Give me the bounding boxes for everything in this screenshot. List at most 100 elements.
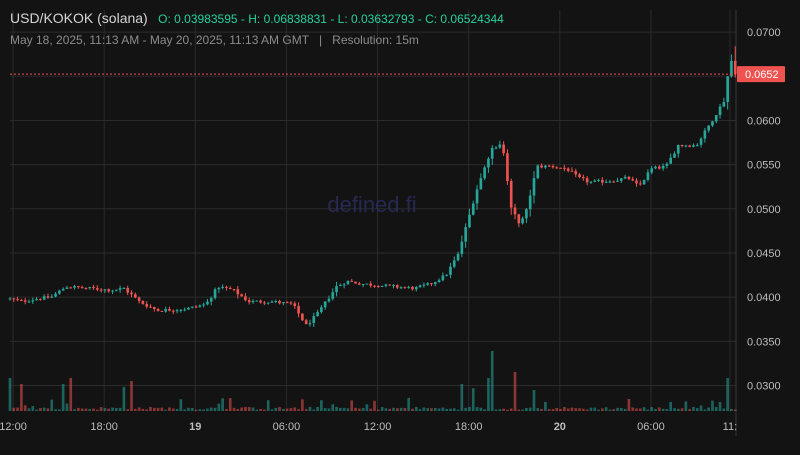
volume-bar [213,407,217,411]
volume-bar [84,408,88,411]
candle-body [308,323,312,325]
volume-bar [711,400,714,411]
volume-bar [126,409,130,411]
candle-body [301,313,304,321]
volume-bar [714,407,718,411]
candle-body [502,144,505,154]
candle-body [213,289,217,299]
candle-body [426,283,430,285]
candle-body [39,299,42,301]
candle-body [141,300,145,304]
volume-bar [274,407,278,411]
volume-bar [99,407,103,411]
volume-bar [122,387,126,411]
candle-body [187,307,190,310]
candle-body [152,307,156,310]
candle-body [221,286,224,288]
candle-body [225,286,228,288]
candle-body [266,302,270,304]
volume-bar [190,407,194,411]
candle-body [585,178,589,183]
price-tag-label: 0.0652 [745,69,779,81]
candle-body [183,309,186,311]
candle-body [559,167,562,169]
volume-bar [733,409,737,411]
volume-bar [631,407,635,411]
candle-body [149,306,152,308]
candle-body [570,170,574,172]
volume-bar [623,408,627,411]
candle-body [65,287,69,289]
candle-body [77,286,80,288]
candle-body [350,280,354,282]
volume-bar [312,409,316,411]
candle-body [608,181,612,183]
candle-body [646,172,650,180]
resolution: Resolution: 15m [332,33,419,47]
volume-bar [490,351,494,411]
volume-bar [608,409,612,411]
volume-bar [597,409,600,411]
volume-bar [449,408,452,411]
candle-body [16,299,19,301]
candle-body [688,145,691,147]
candle-body [445,274,448,276]
volume-bar [58,409,61,411]
chart-header: USD/KOKOK (solana) O: 0.03983595 - H: 0.… [10,10,504,28]
x-tick-label: 18:00 [90,421,118,433]
candle-body [236,289,240,295]
volume-bar [304,409,308,411]
volume-bar [403,408,407,411]
volume-bar [92,408,95,411]
candle-body [483,167,486,179]
candle-body [297,306,300,314]
volume-bar [430,408,433,411]
volume-bars [8,351,737,411]
volume-bar [278,406,281,411]
volume-bar [657,407,661,411]
candle-body [635,180,638,184]
volume-bar [418,409,422,411]
volume-bar [251,407,255,411]
candle-body [369,283,373,286]
candle-body [384,284,388,286]
candle-body [164,308,168,312]
candle-body [422,284,426,286]
candle-body [228,287,232,290]
volume-bar [703,409,707,411]
candle-body [433,282,437,285]
candle-body [327,298,331,302]
candle-body [388,284,392,286]
volume-bar [559,408,562,411]
candle-body [285,302,289,304]
y-tick-label: 0.0350 [747,336,781,348]
volume-bar [612,409,616,411]
candle-body [244,296,247,301]
candle-body [23,300,27,302]
volume-bar [54,409,57,411]
candle-body [536,165,540,179]
low-value: L: 0.03632793 [337,12,415,26]
candle-body [506,153,509,181]
volume-bar [183,409,186,411]
volume-bar [487,378,490,411]
candle-body [551,166,555,168]
candle-body [171,310,175,312]
candle-body [711,121,714,126]
candle-body [312,316,316,324]
volume-bar [316,406,319,411]
x-tick-label: 12:00 [0,421,27,433]
volume-bar [517,409,521,411]
grid [10,10,737,436]
volume-bar [221,398,224,411]
volume-bar [650,407,654,411]
volume-bar [574,408,578,411]
ohlc-readout: O: 0.03983595 - H: 0.06838831 - L: 0.036… [158,12,504,26]
volume-bar [433,407,437,411]
close-value: C: 0.06524344 [425,12,504,26]
candle-body [270,301,274,303]
candle-body [471,203,475,215]
candle-body [593,180,597,182]
